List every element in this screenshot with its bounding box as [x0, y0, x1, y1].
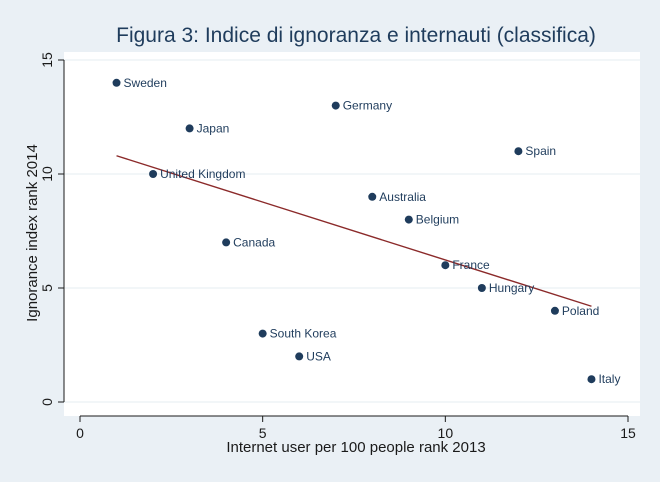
fit-line-group [116, 155, 592, 307]
point-label-japan: Japan [197, 121, 230, 135]
point-sweden [112, 78, 121, 87]
point-label-poland: Poland [562, 304, 599, 318]
x-tick-label-0: 0 [76, 425, 84, 441]
point-canada [222, 238, 231, 247]
point-belgium [404, 215, 413, 224]
y-tick-label-5: 5 [39, 284, 55, 292]
fit-line [116, 155, 592, 307]
point-label-spain: Spain [525, 144, 556, 158]
point-france [441, 261, 450, 270]
point-united-kingdom [149, 170, 158, 178]
axes: 0 5 10 15 0 5 10 15 [39, 52, 636, 441]
plot-background [64, 52, 640, 416]
point-label-france: France [452, 258, 490, 272]
point-australia [368, 192, 377, 201]
point-south-korea [258, 329, 267, 338]
point-italy [587, 375, 596, 384]
point-label-hungary: Hungary [489, 281, 534, 295]
y-tick-label-10: 10 [39, 166, 55, 182]
chart-title: Figura 3: Indice di ignoranza e internau… [116, 24, 596, 47]
y-tick-label-0: 0 [39, 398, 55, 406]
point-japan [185, 124, 194, 133]
point-spain [514, 147, 523, 156]
point-label-sweden: Sweden [124, 76, 167, 90]
point-hungary [477, 284, 486, 292]
point-usa [295, 352, 304, 361]
x-axis-label: Internet user per 100 people rank 2013 [226, 439, 485, 456]
grid-lines [64, 59, 640, 403]
data-points: Sweden United Kingdom Japan Canada South Kor… [112, 76, 620, 386]
y-axis-label: Ignorance index rank 2014 [24, 144, 41, 322]
x-tick-label-10: 10 [438, 425, 454, 441]
point-label-germany: Germany [343, 99, 392, 113]
point-label-italy: Italy [598, 372, 620, 386]
point-poland [550, 306, 559, 315]
point-germany [331, 101, 340, 110]
point-label-belgium: Belgium [416, 213, 459, 227]
point-label-australia: Australia [379, 190, 426, 204]
y-tick-label-15: 15 [39, 52, 55, 68]
point-label-usa: USA [306, 349, 331, 363]
x-tick-label-5: 5 [259, 425, 267, 441]
x-tick-label-15: 15 [620, 425, 636, 441]
point-label-united-kingdom: United Kingdom [160, 167, 245, 181]
point-label-south-korea: South Korea [270, 327, 337, 341]
point-label-canada: Canada [233, 235, 275, 249]
